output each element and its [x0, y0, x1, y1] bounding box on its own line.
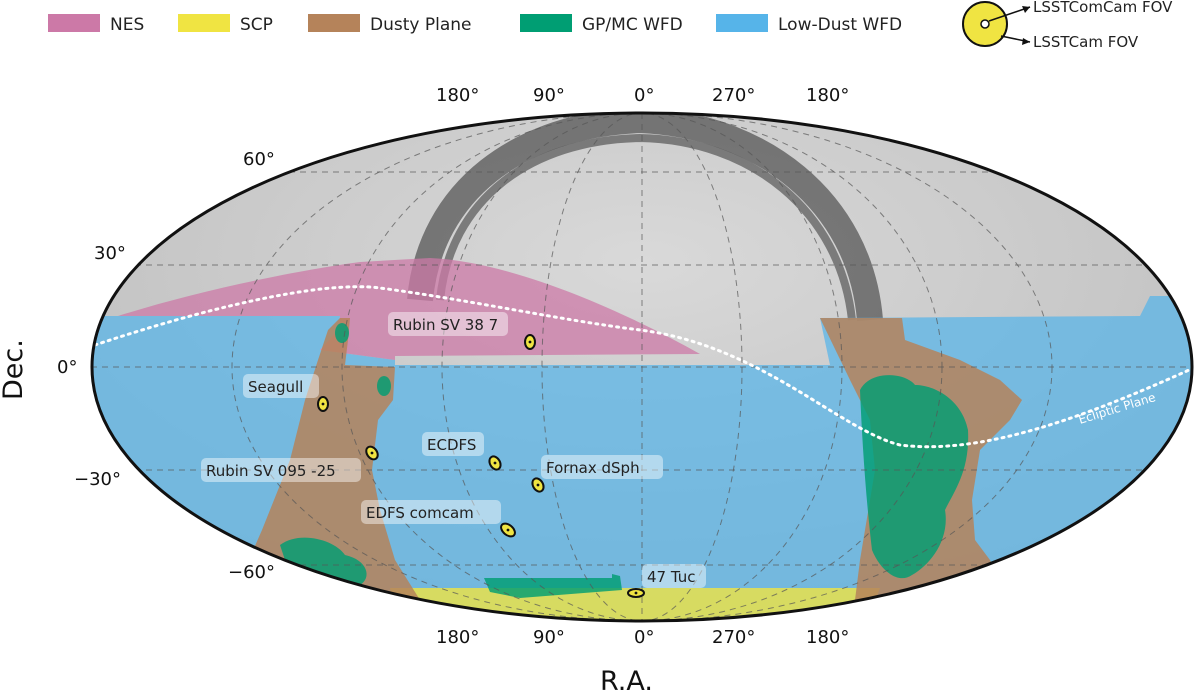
dec-tick: 30°	[94, 243, 126, 264]
region-nes	[118, 258, 700, 360]
field-label-box	[243, 374, 319, 398]
field-marker-rubin-sv-095-25[interactable]	[364, 444, 380, 461]
dec-ticks: 60° 30° 0° −30° −60°	[57, 149, 275, 583]
region-gpmc-wfd	[280, 323, 969, 598]
legend-swatch-low-dust-wfd	[716, 14, 768, 32]
ra-tick-top: 180°	[806, 85, 849, 106]
sky-map	[92, 113, 1192, 621]
field-label-edfs-comcam: EDFS comcam	[366, 504, 474, 522]
field-marker-edfs-comcam[interactable]	[499, 521, 518, 539]
field-label-rubin-sv-38-7: Rubin SV 38 7	[393, 316, 498, 334]
ra-ticks-top: 180° 90° 0° 270° 180°	[436, 85, 849, 106]
ra-tick-bottom: 180°	[436, 627, 479, 648]
graticule	[92, 113, 1192, 621]
ra-tick-top: 90°	[533, 85, 565, 106]
legend-swatch-scp	[178, 14, 230, 32]
ra-tick-top: 180°	[436, 85, 479, 106]
field-label-box	[361, 500, 501, 524]
field-marker-fornax-dsph[interactable]	[530, 476, 546, 493]
dec-tick: 60°	[243, 149, 275, 170]
field-label-rubin-sv-095-25: Rubin SV 095 -25	[206, 462, 336, 480]
dec-tick: 0°	[57, 357, 77, 378]
field-label-box	[642, 564, 706, 588]
legend: NES SCP Dusty Plane GP/MC WFD Low-Dust W…	[48, 0, 1173, 51]
ra-tick-bottom: 0°	[634, 627, 654, 648]
field-label-box	[388, 312, 508, 336]
ra-tick-bottom: 270°	[712, 627, 755, 648]
dec-tick: −60°	[228, 562, 275, 583]
y-axis-title: Dec.	[0, 339, 29, 400]
field-label-box	[422, 432, 484, 456]
field-label-box	[541, 455, 663, 479]
field-label-seagull: Seagull	[248, 378, 303, 396]
field-label-fornax-dsph: Fornax dSph	[546, 459, 640, 477]
legend-label-scp: SCP	[240, 15, 273, 35]
ra-tick-top: 270°	[712, 85, 755, 106]
field-marker-ecdfs[interactable]	[487, 454, 503, 471]
legend-label-nes: NES	[110, 15, 144, 35]
region-scp	[390, 588, 880, 621]
ra-tick-bottom: 90°	[533, 627, 565, 648]
legend-swatch-nes	[48, 14, 100, 32]
fov-key-icon	[962, 1, 1031, 47]
fov-comcam-label: LSSTComCam FOV	[1033, 0, 1173, 16]
field-marker-rubin-sv-38-7[interactable]	[524, 334, 536, 350]
fov-lsstcam-label: LSSTCam FOV	[1033, 33, 1139, 51]
field-label-47-tuc: 47 Tuc	[647, 568, 696, 586]
x-axis-title: R.A.	[600, 666, 653, 694]
ecliptic-line	[93, 285, 1192, 449]
legend-swatch-gpmc-wfd	[520, 14, 572, 32]
field-label-ecdfs: ECDFS	[427, 436, 476, 454]
legend-label-low-dust-wfd: Low-Dust WFD	[778, 15, 902, 35]
map-border	[90, 111, 1194, 623]
ra-tick-top: 0°	[634, 85, 654, 106]
legend-label-gpmc-wfd: GP/MC WFD	[582, 15, 683, 35]
legend-swatch-dusty-plane	[308, 14, 360, 32]
field-marker-seagull[interactable]	[317, 396, 329, 412]
ra-ticks-bottom: 180° 90° 0° 270° 180°	[436, 627, 849, 648]
galactic-dust-band-core	[436, 133, 856, 321]
galactic-dust-band	[407, 113, 883, 322]
field-label-box	[201, 458, 361, 482]
dec-tick: −30°	[74, 469, 121, 490]
legend-label-dusty-plane: Dusty Plane	[370, 15, 471, 35]
field-marker-47-tuc[interactable]	[627, 588, 645, 598]
field-markers: Rubin SV 38 7 Seagull Rubin SV 095 -25 E…	[201, 312, 706, 598]
ra-tick-bottom: 180°	[806, 627, 849, 648]
